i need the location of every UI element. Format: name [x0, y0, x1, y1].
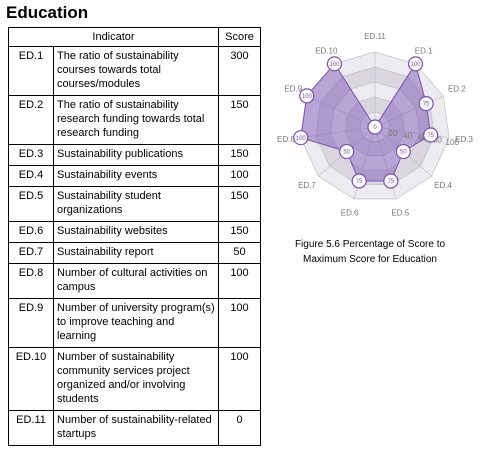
axis-label: ED.4	[434, 181, 452, 190]
axis-label: ED.10	[315, 46, 338, 55]
score: 300	[218, 46, 261, 96]
indicator-name: Sustainability events	[53, 165, 219, 187]
value-label: 50	[343, 150, 350, 156]
table-row: ED.7 Sustainability report 50	[8, 242, 261, 264]
indicator-name: The ratio of sustainability courses towa…	[53, 46, 219, 96]
radial-tick-label: 80	[433, 136, 442, 145]
table-row: ED.4 Sustainability events 100	[8, 165, 261, 187]
indicator-name: Number of university program(s) to impro…	[53, 298, 219, 348]
value-label: 100	[296, 136, 307, 142]
indicator-code: ED.6	[8, 221, 54, 243]
indicator-name: The ratio of sustainability research fun…	[53, 95, 219, 145]
value-label: 75	[356, 179, 363, 185]
axis-spoke	[306, 95, 376, 128]
score: 100	[218, 263, 261, 299]
axis-label: ED.2	[448, 85, 466, 94]
indicator-code: ED.5	[8, 186, 54, 222]
score: 150	[218, 95, 261, 145]
axis-label: ED.5	[391, 208, 409, 217]
table-row: ED.2 The ratio of sustainability research…	[8, 95, 261, 145]
table-row: ED.9 Number of university program(s) to i…	[8, 298, 261, 348]
score: 150	[218, 221, 261, 243]
axis-label: ED.3	[455, 135, 473, 144]
indicator-name: Number of sustainability-related startup…	[53, 410, 219, 446]
axis-label: ED.7	[298, 181, 316, 190]
indicator-name: Number of cultural activities on campus	[53, 263, 219, 299]
radial-tick-label: 60	[418, 134, 427, 143]
indicator-name: Sustainability websites	[53, 221, 219, 243]
value-label: 75	[423, 102, 430, 108]
indicator-code: ED.7	[8, 242, 54, 264]
axis-label: ED.8	[277, 135, 295, 144]
column-header: Score	[218, 27, 261, 47]
radar-chart: 20 40 60 80 100 ED.1 ED.2 ED.3 ED.4 ED.5 ED.6 ED.7 E…	[277, 32, 474, 217]
column-header: Indicator	[8, 27, 219, 47]
indicator-code: ED.4	[8, 165, 54, 187]
indicator-name: Sustainability publications	[53, 144, 219, 166]
indicator-name: Number of sustainability community servi…	[53, 347, 219, 411]
value-label: 75	[427, 133, 434, 139]
indicator-code: ED.2	[8, 95, 54, 145]
value-marker	[383, 173, 399, 189]
value-marker	[418, 96, 434, 112]
value-marker	[367, 119, 383, 135]
value-marker	[339, 143, 355, 160]
axis-spoke	[300, 126, 376, 138]
value-marker	[407, 56, 424, 72]
score: 100	[218, 165, 261, 187]
indicator-name: Sustainability student organizations	[53, 186, 219, 222]
table-row: ED.6 Sustainability websites 150	[8, 221, 261, 243]
figure-caption: Figure 5.6 Percentage of Score to Maximu…	[294, 239, 446, 265]
value-label: 100	[302, 94, 313, 100]
table-row: ED.1 The ratio of sustainability courses …	[8, 46, 261, 96]
value-label: 75	[388, 179, 395, 185]
value-marker	[293, 130, 309, 146]
axis-label: ED.6	[341, 208, 359, 217]
indicator-code: ED.9	[8, 298, 54, 348]
value-marker	[299, 88, 315, 104]
score: 100	[218, 298, 261, 348]
value-label: 100	[329, 62, 340, 68]
score: 50	[218, 242, 261, 264]
indicator-code: ED.11	[8, 410, 54, 446]
indicator-code: ED.8	[8, 263, 54, 299]
radial-tick-label: 40	[403, 131, 412, 140]
indicator-table: Indicator Score ED.1 The ratio of sustain…	[8, 27, 261, 446]
axis-label: ED.11	[364, 32, 386, 41]
table-row: ED.5 Sustainability student organizations…	[8, 186, 261, 222]
score: 100	[218, 347, 261, 411]
indicator-name: Sustainability report	[53, 242, 219, 264]
value-marker	[351, 173, 367, 189]
table-row: ED.3 Sustainability publications 150	[8, 144, 261, 166]
score: 150	[218, 144, 261, 166]
value-label: 0	[373, 125, 377, 131]
table-row: ED.10 Number of sustainability community …	[8, 347, 261, 411]
radial-tick-label: 100	[446, 138, 460, 147]
score: 150	[218, 186, 261, 222]
value-label: 50	[400, 150, 407, 156]
table-row: ED.8 Number of cultural activities on cam…	[8, 263, 261, 299]
table-row: ED.11 Number of sustainability-related st…	[8, 410, 261, 446]
radial-tick-label: 20	[388, 129, 397, 138]
score: 0	[218, 410, 261, 446]
value-marker	[395, 143, 411, 160]
axis-label: ED.9	[284, 85, 302, 94]
indicator-code: ED.1	[8, 46, 54, 96]
axis-label: ED.1	[415, 46, 433, 55]
indicator-code: ED.10	[8, 347, 54, 411]
indicator-code: ED.3	[8, 144, 54, 166]
value-label: 100	[411, 62, 422, 68]
value-marker	[423, 127, 439, 143]
section-title: Education	[6, 3, 89, 22]
value-marker	[326, 56, 343, 72]
